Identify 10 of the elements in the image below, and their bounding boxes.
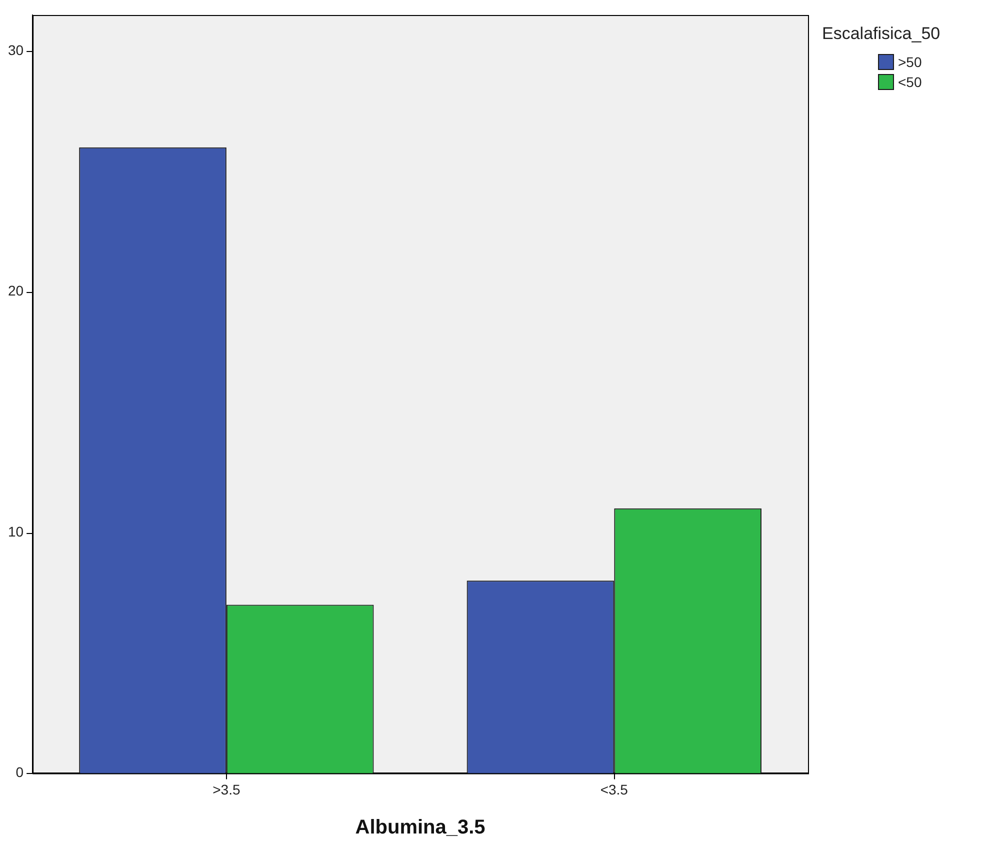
- y-tick-label: 0: [16, 764, 24, 780]
- legend-title: Escalafisica_50: [822, 24, 940, 44]
- legend-label: <50: [898, 74, 922, 90]
- x-tick-label: >3.5: [212, 781, 240, 798]
- x-tick-label: <3.5: [600, 781, 628, 798]
- y-tick-label: 30: [8, 42, 24, 58]
- y-tick-label: 10: [8, 523, 24, 540]
- legend-label: >50: [898, 54, 922, 70]
- y-tick-label: 20: [8, 282, 24, 299]
- x-axis-title: Albumina_3.5: [355, 816, 486, 839]
